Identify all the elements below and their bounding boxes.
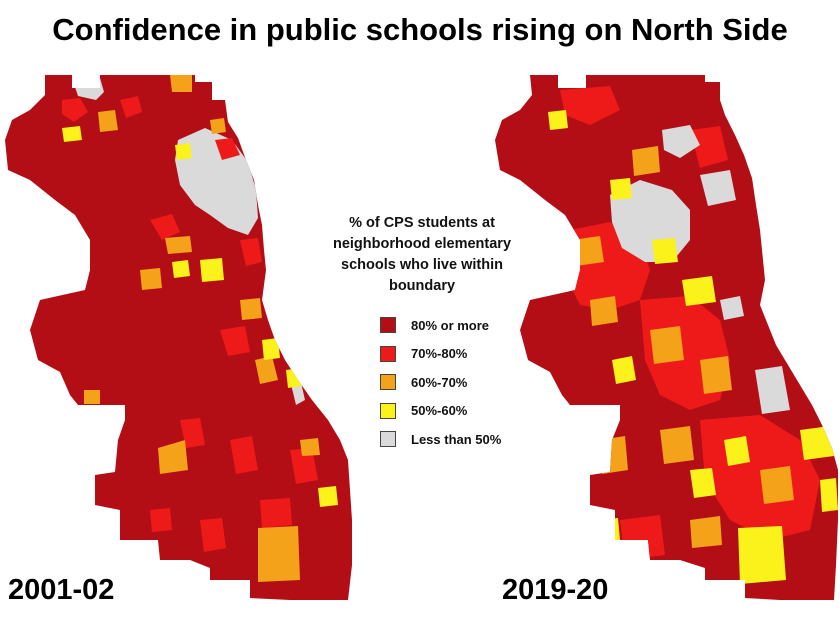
region-50-60 xyxy=(598,518,620,542)
region-60-70 xyxy=(572,236,604,266)
legend-label: Less than 50% xyxy=(411,431,502,447)
region-70-80 xyxy=(560,86,620,125)
region-50-60 xyxy=(172,260,190,278)
region-50-60 xyxy=(800,426,834,460)
region-60-70 xyxy=(158,440,188,474)
region-60-70 xyxy=(165,236,192,254)
region-60-70 xyxy=(240,298,262,320)
region-50-60 xyxy=(200,258,224,282)
page-title: Confidence in public schools rising on N… xyxy=(52,12,788,47)
region-60-70 xyxy=(258,526,300,582)
legend-swatch xyxy=(380,317,396,334)
region-50-60 xyxy=(690,468,716,498)
region-70-80 xyxy=(150,214,180,240)
map-2019-20-regions xyxy=(495,75,838,600)
legend-item-60-70: 60%-70% xyxy=(380,368,526,397)
region-50-60 xyxy=(652,238,678,264)
legend-title: % of CPS students at neighborhood elemen… xyxy=(332,215,512,294)
region-less-than-50 xyxy=(720,296,744,320)
region-50-60 xyxy=(262,338,280,360)
region-50-60 xyxy=(724,436,750,466)
region-70-80 xyxy=(620,515,665,560)
region-60-70 xyxy=(650,326,684,364)
region-70-80 xyxy=(150,508,172,532)
region-70-80 xyxy=(290,448,318,484)
legend-swatch xyxy=(380,431,396,448)
region-60-70 xyxy=(170,75,192,92)
region-50-60 xyxy=(318,486,338,507)
region-50-60 xyxy=(610,178,632,200)
region-70-80 xyxy=(215,138,240,160)
region-70-80 xyxy=(220,326,250,356)
region-less-than-50 xyxy=(700,170,736,206)
region-50-60 xyxy=(820,478,838,512)
region-60-70 xyxy=(760,466,794,504)
region-70-80 xyxy=(62,98,88,122)
legend-item-less-than-50: Less than 50% xyxy=(380,425,526,454)
legend-item-80-or-more: 80% or more xyxy=(380,311,526,340)
region-60-70 xyxy=(255,356,278,384)
region-70-80 xyxy=(230,436,258,474)
legend-item-70-80: 70%-80% xyxy=(380,340,526,369)
legend-label: 50%-60% xyxy=(411,403,468,419)
region-50-60 xyxy=(62,126,82,142)
region-50-60 xyxy=(738,526,786,584)
region-60-70 xyxy=(84,390,100,404)
legend-label: 60%-70% xyxy=(411,374,468,390)
legend-item-50-60: 50%-60% xyxy=(380,397,526,426)
region-60-70 xyxy=(700,356,732,394)
region-50-60 xyxy=(175,143,192,160)
legend-swatch xyxy=(380,374,396,391)
region-50-60 xyxy=(682,276,716,306)
legend-items: 80% or more 70%-80% 60%-70% 50%-60% Less… xyxy=(380,311,526,454)
region-70-80 xyxy=(240,238,262,266)
region-60-70 xyxy=(210,118,226,134)
legend: % of CPS students at neighborhood elemen… xyxy=(318,213,526,454)
region-70-80 xyxy=(260,498,292,528)
region-70-80 xyxy=(180,418,205,448)
region-less-than-50 xyxy=(662,125,700,158)
region-60-70 xyxy=(300,438,320,456)
year-label-2001-02: 2001-02 xyxy=(8,574,115,606)
region-60-70 xyxy=(690,516,722,548)
region-70-80 xyxy=(690,126,728,168)
legend-label: 80% or more xyxy=(411,317,490,333)
region-60-70 xyxy=(98,110,118,132)
year-label-2019-20: 2019-20 xyxy=(502,574,609,606)
region-70-80 xyxy=(120,96,142,118)
region-60-70 xyxy=(632,146,660,176)
legend-label: 70%-80% xyxy=(411,346,468,362)
region-70-80 xyxy=(200,518,226,552)
region-50-60 xyxy=(548,110,568,130)
region-less-than-50 xyxy=(755,366,790,414)
legend-swatch xyxy=(380,345,396,362)
region-50-60 xyxy=(612,356,636,384)
region-60-70 xyxy=(140,268,162,290)
region-60-70 xyxy=(590,296,618,326)
region-60-70 xyxy=(600,436,628,474)
legend-swatch xyxy=(380,402,396,419)
region-60-70 xyxy=(660,426,694,464)
